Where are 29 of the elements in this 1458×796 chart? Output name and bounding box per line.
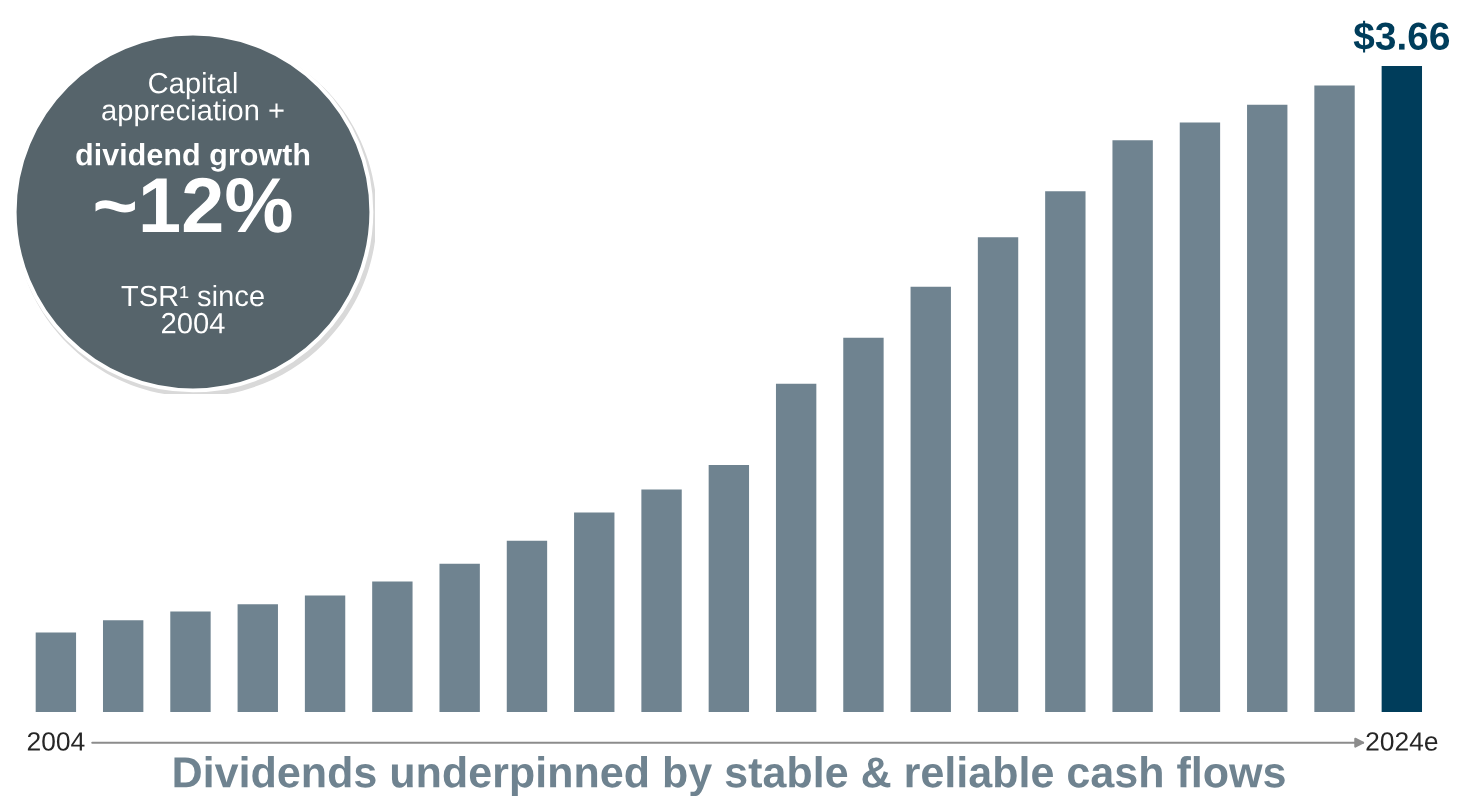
bar xyxy=(843,337,884,712)
annotation: Capital appreciation + xyxy=(102,71,284,127)
annotation: dividend growth xyxy=(76,143,310,172)
annotation: TSR¹ since 2004 xyxy=(121,284,264,334)
bar xyxy=(439,563,480,712)
bar xyxy=(910,286,951,712)
bar xyxy=(237,604,278,712)
bar xyxy=(1381,66,1423,712)
bar xyxy=(170,611,211,712)
bar xyxy=(775,383,817,712)
bar xyxy=(641,489,682,712)
bar xyxy=(977,237,1019,712)
bar xyxy=(506,540,548,712)
bar xyxy=(35,632,77,712)
bar xyxy=(1314,85,1355,712)
bar xyxy=(102,620,144,712)
bar xyxy=(304,595,346,712)
bar xyxy=(372,581,413,712)
x-tick-label: 2024e xyxy=(1366,732,1438,751)
bar xyxy=(708,464,750,712)
bar xyxy=(1247,104,1288,712)
data-label: $3.66 xyxy=(1353,20,1450,53)
text: Dividends underpinned by stable & reliable cash flows xyxy=(174,756,1285,796)
bar xyxy=(1179,122,1221,712)
bar xyxy=(1112,140,1153,712)
annotation: ~12% xyxy=(95,177,292,233)
x-tick-label: 2004 xyxy=(27,732,85,751)
bar xyxy=(1045,191,1086,712)
bar xyxy=(574,512,615,712)
